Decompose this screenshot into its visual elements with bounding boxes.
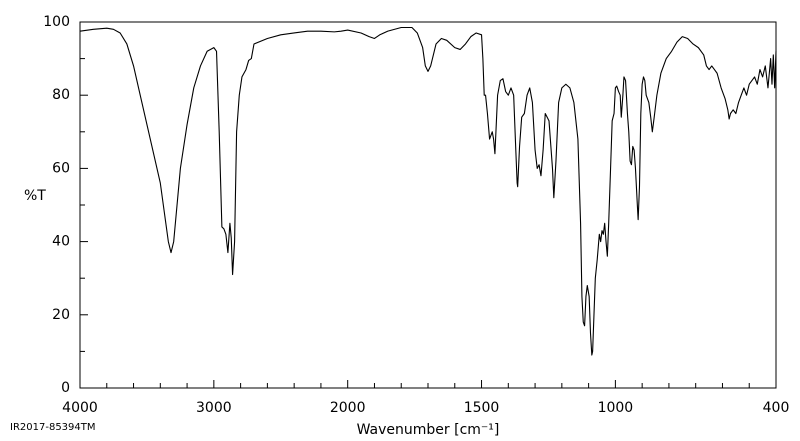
x-tick-label: 1000 [598, 400, 634, 416]
x-axis-label: Wavenumber [cm⁻¹] [357, 422, 500, 438]
spectrum-line [79, 26, 777, 356]
x-tick-label: 1500 [464, 400, 500, 416]
y-tick-label: 80 [52, 87, 70, 103]
x-tick-label: 3000 [196, 400, 232, 416]
y-axis-label: %T [24, 188, 46, 204]
x-tick-label: 400 [763, 400, 790, 416]
plot-frame [79, 21, 777, 389]
y-tick-label: 0 [61, 380, 70, 396]
x-tick-label: 4000 [62, 400, 98, 416]
y-tick-label: 40 [52, 234, 70, 250]
y-tick-label: 20 [52, 307, 70, 323]
y-tick-label: 100 [43, 14, 70, 30]
y-tick-label: 60 [52, 160, 70, 176]
x-tick-label: 2000 [330, 400, 366, 416]
footnote: IR2017-85394TM [10, 422, 96, 433]
